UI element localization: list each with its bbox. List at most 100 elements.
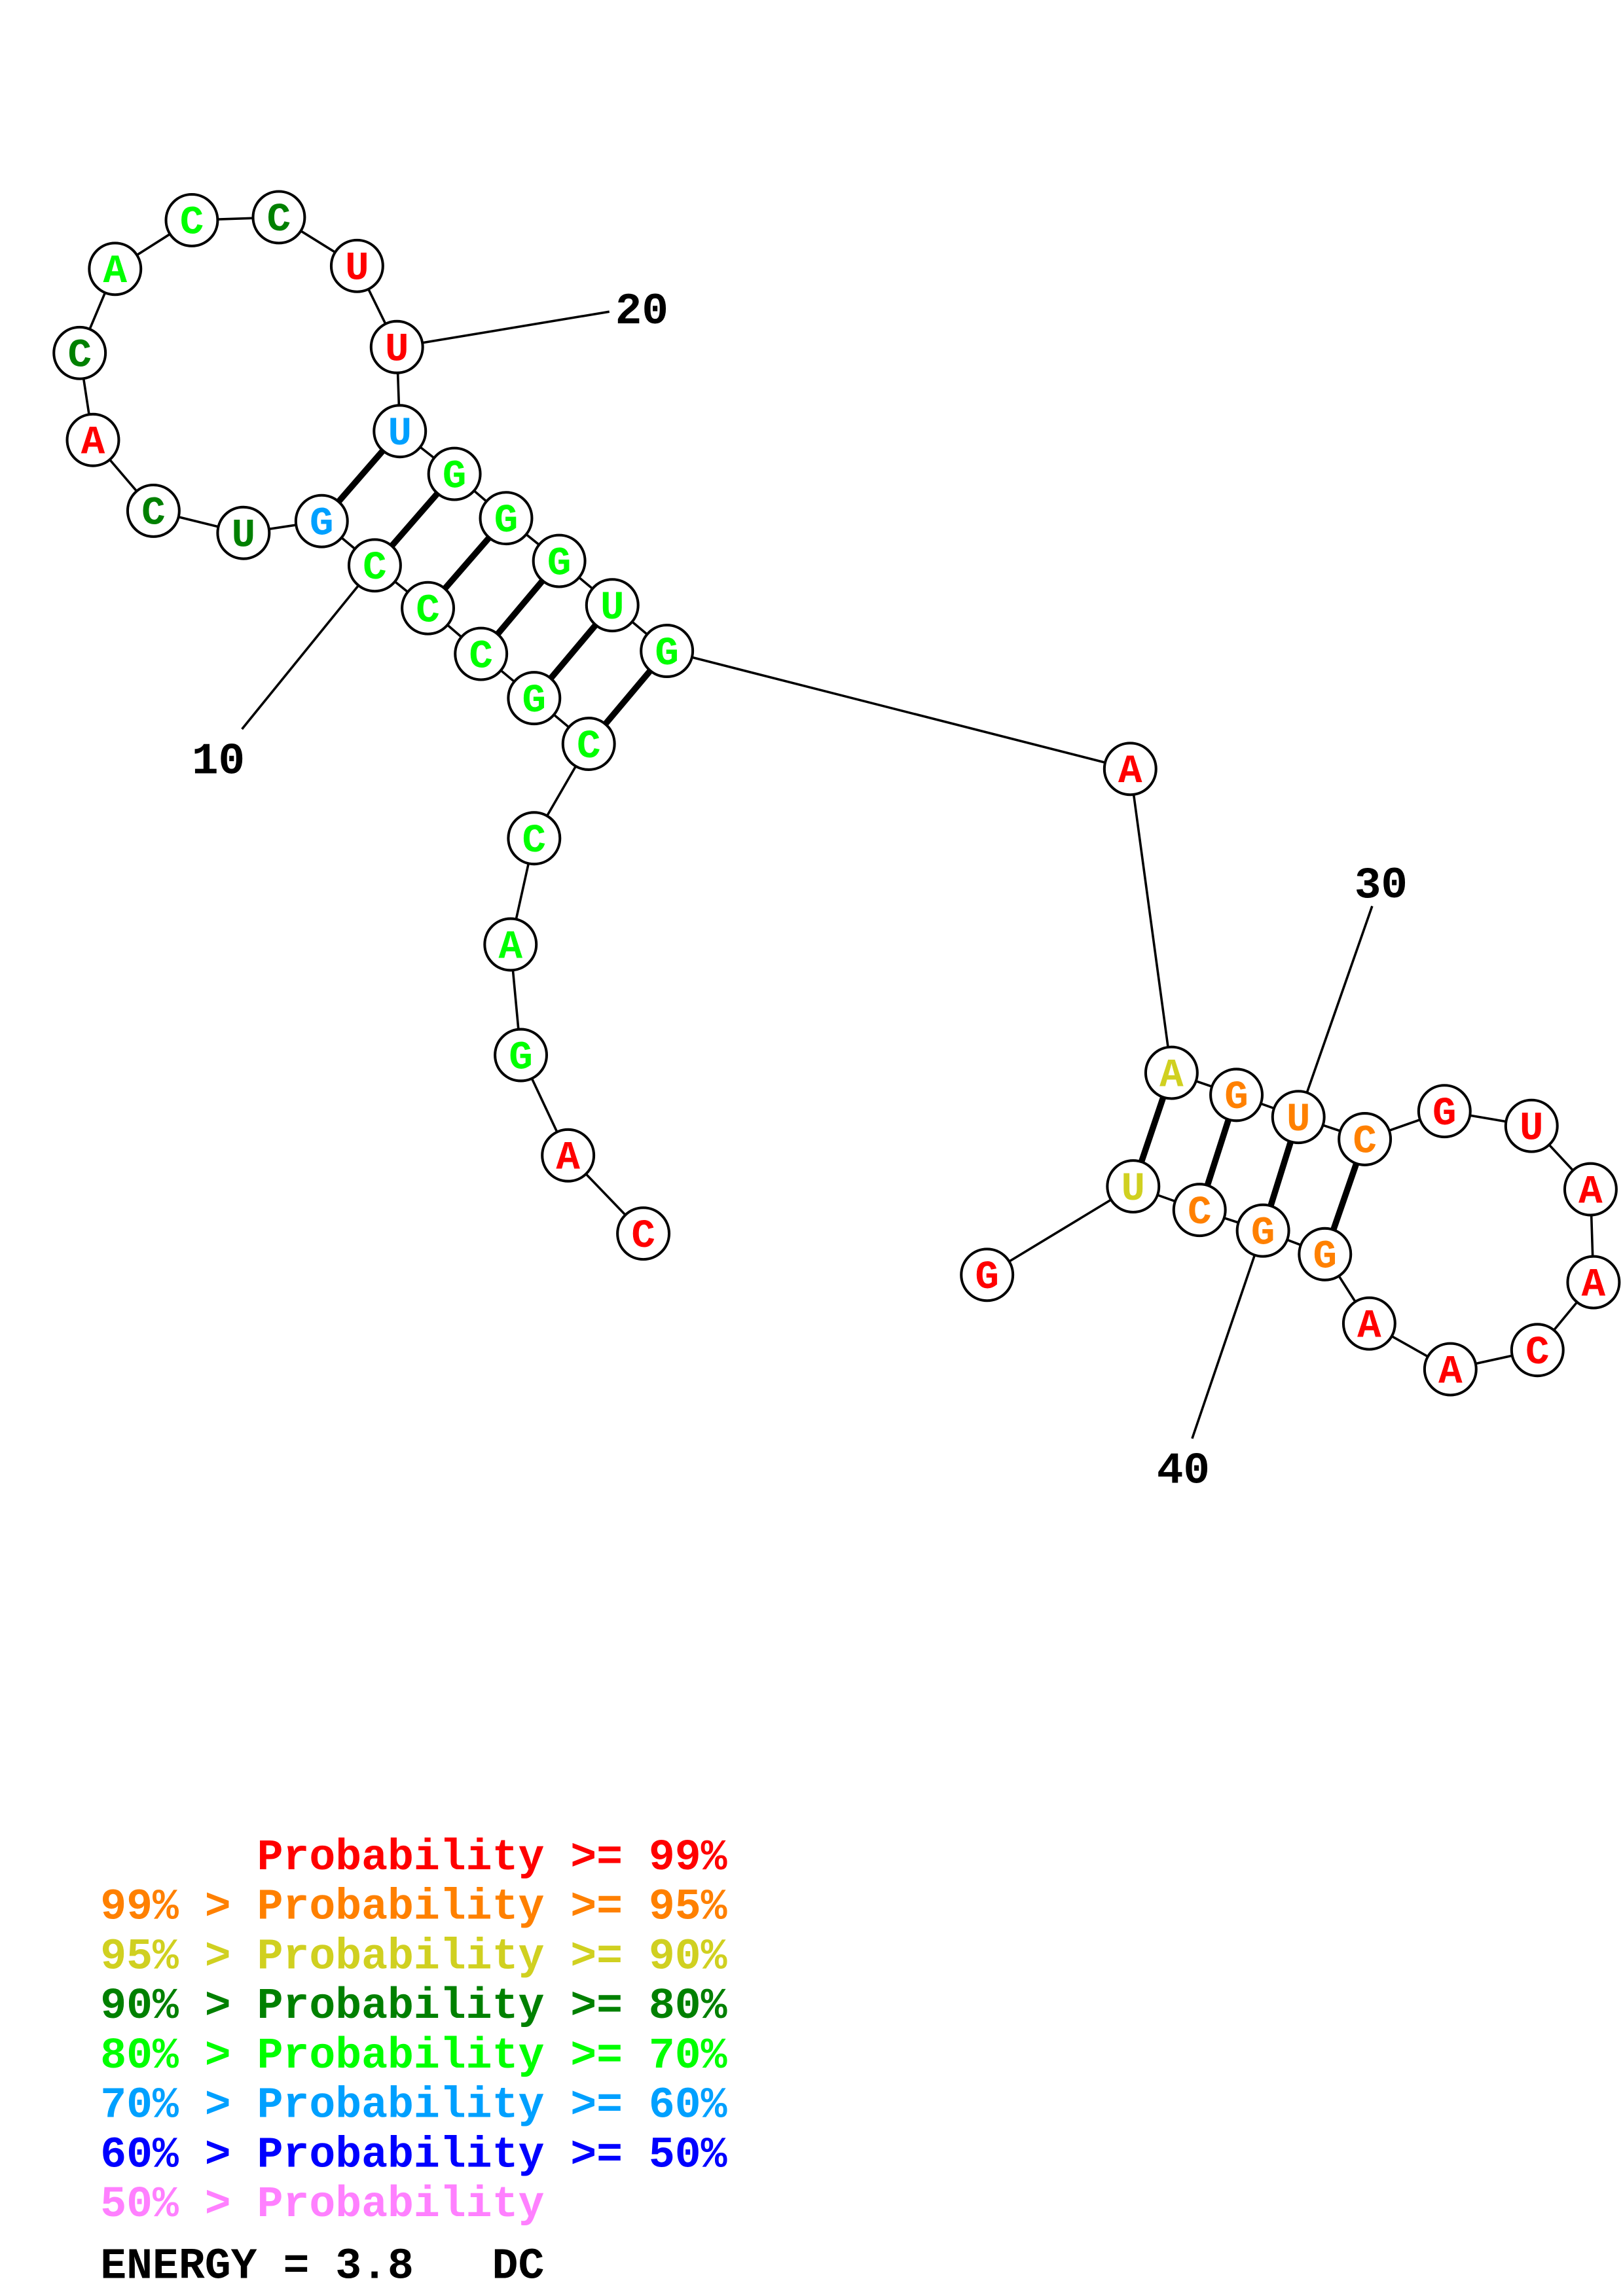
nucleotide-circle (294, 493, 349, 548)
nucleotide-circle (329, 238, 384, 293)
nucleotide-letter: U (345, 247, 369, 292)
legend-text: Probability >= 80% (257, 1982, 727, 2031)
nucleotide-letter: G (975, 1255, 999, 1300)
nucleotide: U (329, 238, 384, 293)
legend-row: 70% > Probability >= 60% (100, 2081, 727, 2130)
nucleotide-circle (427, 446, 482, 501)
nucleotide-circle (507, 671, 562, 726)
nucleotide-circle (1271, 1090, 1326, 1145)
nucleotide-letter: C (522, 819, 547, 864)
legend-row: 60% > Probability >= 50% (100, 2130, 727, 2179)
position-tick-line (396, 310, 610, 349)
nucleotide: G (294, 493, 349, 548)
nucleotide-letter: C (1188, 1191, 1212, 1236)
nucleotide-circle (88, 242, 143, 296)
backbone-link (986, 1185, 1134, 1276)
nucleotide-letter: C (577, 725, 601, 770)
nucleotide: A (1563, 1162, 1618, 1217)
nucleotide: U (585, 578, 640, 633)
position-label: 10 (192, 738, 245, 787)
nucleotide-circle (960, 1247, 1015, 1302)
nucleotide: G (1417, 1084, 1472, 1139)
nucleotide-letter: G (655, 632, 679, 677)
nucleotide-circle (126, 483, 181, 538)
nucleotide: U (369, 319, 424, 374)
nucleotide: A (65, 412, 120, 467)
nucleotide: G (1209, 1067, 1264, 1122)
nucleotide-circle (541, 1128, 596, 1183)
nucleotide-letter: A (81, 421, 105, 466)
nucleotide-circle (347, 538, 402, 593)
nucleotide: C (1172, 1183, 1227, 1238)
nucleotide-circle (401, 581, 456, 636)
nucleotide-letter: A (1159, 1053, 1184, 1098)
nucleotide-circle (1209, 1067, 1264, 1122)
nucleotide: U (216, 505, 271, 560)
nucleotide: C (1338, 1112, 1393, 1166)
position-tick-line (1191, 1230, 1264, 1439)
nucleotide-letter: A (1438, 1350, 1463, 1395)
nucleotide: U (1106, 1159, 1161, 1214)
nucleotide: A (483, 917, 538, 972)
nucleotide-letter: U (232, 514, 256, 559)
nucleotide-circle (1106, 1159, 1161, 1214)
nucleotide: A (88, 242, 143, 296)
legend-text: Probability (257, 2180, 545, 2229)
nucleotide-letter: C (1525, 1331, 1550, 1376)
legend-row: 95% > Probability >= 90% (100, 1932, 727, 1981)
nucleotide: C (616, 1206, 671, 1261)
nucleotide-circle (164, 192, 219, 247)
nucleotide-circle (1423, 1342, 1478, 1397)
nucleotide: U (1504, 1098, 1559, 1153)
nucleotide-letter: U (385, 328, 409, 373)
nucleotide-circle (483, 917, 538, 972)
legend-prefix: 90% > (100, 1982, 257, 2031)
legend-row: Probability >= 99% (257, 1833, 727, 1882)
nucleotide-circle (1417, 1084, 1472, 1139)
legend-row: 99% > Probability >= 95% (100, 1883, 727, 1932)
nucleotide-letter: A (1357, 1304, 1381, 1349)
nucleotide-letter: G (310, 501, 334, 547)
nucleotide: A (1423, 1342, 1478, 1397)
nucleotide: G (427, 446, 482, 501)
nucleotide-circle (532, 533, 587, 588)
nucleotide-circle (479, 491, 534, 546)
legend-prefix: 99% > (100, 1883, 257, 1932)
nucleotide-circle (640, 624, 695, 678)
nucleotide-circle (1235, 1203, 1290, 1258)
nucleotide: C (561, 717, 616, 771)
nucleotide: C (52, 325, 107, 380)
legend-prefix: 80% > (100, 2032, 257, 2081)
nucleotide-letter: C (363, 546, 387, 591)
legend-text: Probability >= 60% (257, 2081, 727, 2130)
nucleotide-circle (454, 626, 509, 681)
nucleotide-letter: C (180, 201, 204, 246)
nucleotide: C (164, 192, 219, 247)
nucleotide-letter: C (67, 334, 92, 379)
nucleotide: A (1566, 1255, 1621, 1310)
nucleotide-circle (251, 190, 306, 245)
nucleotide-letter: U (1286, 1098, 1311, 1143)
nucleotide: G (532, 533, 587, 588)
nucleotide-letter: A (499, 925, 523, 970)
nucleotide-letter: G (1313, 1235, 1338, 1280)
position-tick-line (241, 564, 376, 730)
nucleotide-letter: A (1582, 1263, 1606, 1308)
legend-text: Probability >= 50% (257, 2130, 727, 2179)
position-label: 30 (1355, 861, 1408, 911)
nucleotide-letter: A (103, 249, 128, 295)
nucleotide: C (251, 190, 306, 245)
legend-text: Probability >= 99% (257, 1833, 727, 1882)
nucleotide-letter: U (1520, 1106, 1544, 1151)
nucleotide-letter: U (600, 586, 625, 631)
nucleotide-letter: G (509, 1035, 533, 1081)
backbone-link (666, 649, 1131, 770)
nucleotide: G (507, 671, 562, 726)
nucleotide-circle (507, 811, 562, 866)
probability-legend: Probability >= 99%99% > Probability >= 9… (100, 1833, 727, 2291)
nucleotide: C (401, 581, 456, 636)
nucleotide-letter: G (1251, 1211, 1275, 1256)
nucleotide: G (1298, 1227, 1353, 1282)
nucleotide-letter: G (522, 679, 547, 724)
